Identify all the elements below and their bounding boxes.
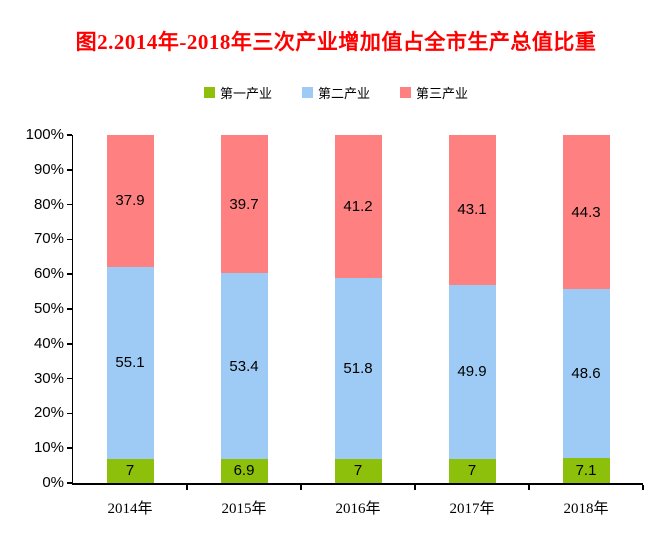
y-axis-tick xyxy=(66,308,72,310)
legend-swatch-icon xyxy=(301,87,313,98)
y-axis-label: 100% xyxy=(25,126,64,143)
legend-item-1: 第二产业 xyxy=(301,83,370,102)
y-axis-label: 0% xyxy=(42,474,64,491)
legend-swatch-icon xyxy=(400,87,411,98)
chart-title: 图2.2014年-2018年三次产业增加值占全市生产总值比重 xyxy=(75,30,597,54)
x-axis-label: 2014年 xyxy=(107,501,153,517)
legend-item-0: 第一产业 xyxy=(203,83,272,102)
bar-value-label: 48.6 xyxy=(571,365,601,383)
legend-label: 第二产业 xyxy=(317,86,370,101)
bar-segment-第三产业: 44.3 xyxy=(562,135,610,290)
x-axis-tick xyxy=(528,484,530,490)
x-axis-label: 2018年 xyxy=(563,501,609,517)
y-axis-label: 40% xyxy=(33,334,64,352)
x-axis-tick xyxy=(414,484,416,490)
x-axis-tick xyxy=(642,484,644,490)
legend-swatch-icon xyxy=(203,87,215,98)
bar-value-label: 39.7 xyxy=(229,195,259,213)
bar-value-label: 7 xyxy=(353,462,363,480)
bar-segment-第三产业: 41.2 xyxy=(334,135,382,279)
y-axis-label: 50% xyxy=(33,300,64,317)
bar-value-label: 7.1 xyxy=(575,462,597,480)
y-axis-label: 20% xyxy=(33,404,64,422)
legend-label: 第三产业 xyxy=(416,86,469,101)
bar-segment-第二产业: 53.4 xyxy=(220,273,268,459)
x-axis-tick xyxy=(300,484,302,490)
bar-value-label: 6.9 xyxy=(233,462,255,480)
bar-value-label: 49.9 xyxy=(457,363,487,381)
y-axis-label: 10% xyxy=(33,439,64,457)
bar-value-label: 55.1 xyxy=(115,354,145,372)
x-axis-line xyxy=(71,483,643,485)
bar-value-label: 43.1 xyxy=(457,201,487,219)
legend: 第一产业 第二产业 第三产业 xyxy=(0,83,672,102)
y-axis-tick xyxy=(66,447,72,449)
bar-value-label: 41.2 xyxy=(343,198,373,216)
y-axis-tick xyxy=(66,377,72,380)
y-axis-tick xyxy=(66,273,72,275)
y-axis-label: 70% xyxy=(33,230,64,248)
y-axis-label: 60% xyxy=(33,265,64,283)
bar-value-label: 37.9 xyxy=(115,192,145,210)
y-axis-tick xyxy=(66,412,72,415)
bar-segment-第一产业: 7.1 xyxy=(562,458,610,483)
bar-segment-第三产业: 39.7 xyxy=(220,135,268,274)
y-axis-tick xyxy=(66,238,72,241)
legend-item-2: 第三产业 xyxy=(400,83,468,102)
bar-value-label: 7 xyxy=(125,462,135,480)
y-axis-tick xyxy=(66,134,72,136)
bar-segment-第一产业: 6.9 xyxy=(220,458,268,483)
x-axis-label: 2017年 xyxy=(449,501,495,517)
bar-value-label: 44.3 xyxy=(571,203,601,221)
bar-value-label: 53.4 xyxy=(229,357,259,375)
bar-segment-第一产业: 7 xyxy=(448,458,496,483)
legend-label: 第一产业 xyxy=(219,86,272,101)
y-axis-tick xyxy=(66,482,72,484)
bar-segment-第一产业: 7 xyxy=(106,458,154,483)
y-axis-line xyxy=(71,135,73,485)
bar-segment-第二产业: 48.6 xyxy=(562,289,610,459)
bar-segment-第三产业: 37.9 xyxy=(106,135,154,267)
x-axis-label: 2015年 xyxy=(221,501,267,517)
bar-value-label: 51.8 xyxy=(343,360,373,377)
y-axis-tick xyxy=(66,343,72,345)
y-axis-tick xyxy=(66,203,72,206)
x-axis-label: 2016年 xyxy=(335,501,381,517)
bar-segment-第二产业: 49.9 xyxy=(448,284,496,459)
y-axis-label: 90% xyxy=(33,160,64,178)
bar-segment-第三产业: 43.1 xyxy=(448,135,496,285)
y-axis-tick xyxy=(66,169,72,171)
y-axis-label: 80% xyxy=(33,195,64,213)
bar-value-label: 7 xyxy=(467,462,477,480)
bar-segment-第二产业: 51.8 xyxy=(334,278,382,459)
bar-segment-第二产业: 55.1 xyxy=(106,266,154,459)
bar-segment-第一产业: 7 xyxy=(334,458,382,483)
y-axis-label: 30% xyxy=(33,369,64,387)
x-axis-tick xyxy=(186,484,188,490)
